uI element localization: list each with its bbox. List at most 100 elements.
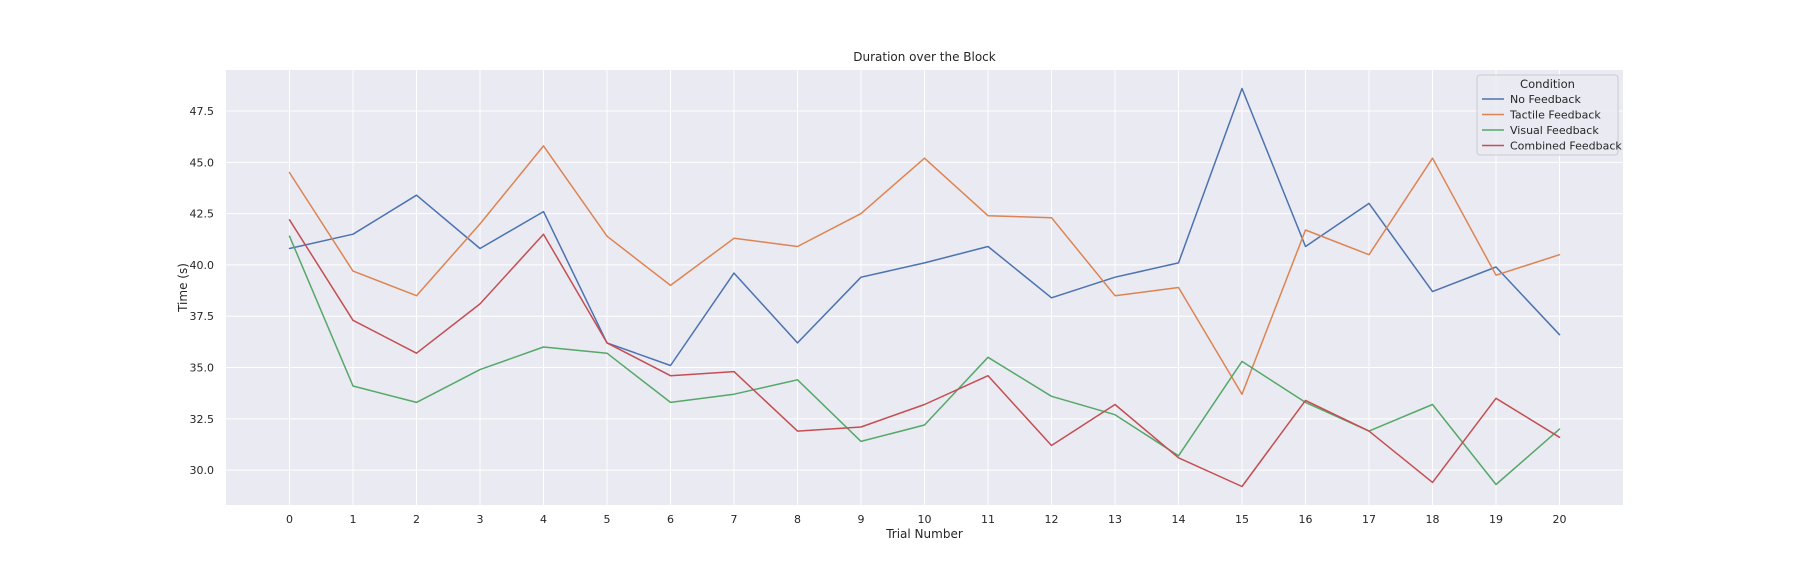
- data-point: [1495, 274, 1497, 276]
- data-point: [1177, 262, 1179, 264]
- data-point: [1558, 436, 1560, 438]
- x-axis-ticks: 0 1 2 3 4 5 6 7 8 9 10 11 12 13 14 15 16 17 18 19 20: [286, 513, 1567, 526]
- data-point: [1241, 393, 1243, 395]
- data-point: [669, 401, 671, 403]
- x-tick-label: 20: [1553, 513, 1567, 526]
- series-group: [288, 87, 1561, 488]
- data-point: [669, 364, 671, 366]
- data-point: [479, 368, 481, 370]
- x-axis-label: Trial Number: [885, 527, 963, 541]
- data-point: [733, 370, 735, 372]
- data-point: [1050, 444, 1052, 446]
- data-point: [1050, 395, 1052, 397]
- data-point: [1304, 229, 1306, 231]
- data-point: [288, 219, 290, 221]
- legend-label: Combined Feedback: [1510, 140, 1622, 153]
- data-point: [1114, 276, 1116, 278]
- series-line-no-feedback: [288, 87, 1561, 367]
- data-point: [1114, 403, 1116, 405]
- legend-item: Tactile Feedback: [1482, 109, 1601, 122]
- y-tick-label: 32.5: [190, 413, 215, 426]
- data-point: [542, 210, 544, 212]
- data-point: [796, 430, 798, 432]
- data-point: [352, 385, 354, 387]
- data-point: [796, 245, 798, 247]
- x-tick-label: 10: [918, 513, 932, 526]
- data-point: [479, 247, 481, 249]
- data-point: [1050, 297, 1052, 299]
- data-point: [923, 424, 925, 426]
- legend-label: Visual Feedback: [1510, 124, 1599, 137]
- data-point: [288, 247, 290, 249]
- x-tick-label: 16: [1299, 513, 1313, 526]
- data-point: [923, 262, 925, 264]
- data-point: [1177, 457, 1179, 459]
- data-point: [860, 276, 862, 278]
- data-point: [669, 375, 671, 377]
- y-tick-label: 40.0: [190, 259, 215, 272]
- y-tick-label: 37.5: [190, 310, 215, 323]
- data-point: [479, 223, 481, 225]
- data-point: [1050, 217, 1052, 219]
- data-point: [1241, 87, 1243, 89]
- data-point: [860, 212, 862, 214]
- x-tick-label: 6: [667, 513, 674, 526]
- data-point: [606, 235, 608, 237]
- data-point: [1431, 290, 1433, 292]
- data-point: [669, 284, 671, 286]
- data-point: [415, 401, 417, 403]
- data-point: [1558, 428, 1560, 430]
- data-point: [352, 270, 354, 272]
- data-point: [606, 342, 608, 344]
- y-tick-label: 47.5: [190, 105, 215, 118]
- data-point: [1431, 481, 1433, 483]
- data-point: [987, 356, 989, 358]
- data-point: [542, 346, 544, 348]
- x-tick-label: 4: [540, 513, 547, 526]
- data-point: [923, 157, 925, 159]
- y-tick-label: 30.0: [190, 464, 215, 477]
- data-point: [1495, 397, 1497, 399]
- data-point: [1495, 266, 1497, 268]
- data-point: [1368, 253, 1370, 255]
- data-point: [1368, 430, 1370, 432]
- y-tick-label: 42.5: [190, 208, 215, 221]
- data-point: [796, 379, 798, 381]
- y-tick-label: 45.0: [190, 156, 215, 169]
- x-tick-label: 18: [1426, 513, 1440, 526]
- y-axis-label: Time (s): [176, 263, 190, 313]
- chart-title: Duration over the Block: [853, 50, 996, 64]
- x-tick-label: 17: [1362, 513, 1376, 526]
- x-tick-label: 19: [1489, 513, 1503, 526]
- data-point: [1241, 360, 1243, 362]
- grid: [226, 70, 1623, 505]
- data-point: [542, 145, 544, 147]
- data-point: [1558, 333, 1560, 335]
- data-point: [733, 237, 735, 239]
- x-tick-label: 5: [604, 513, 611, 526]
- data-point: [542, 233, 544, 235]
- data-point: [1431, 403, 1433, 405]
- data-point: [796, 342, 798, 344]
- data-point: [860, 426, 862, 428]
- data-point: [1558, 253, 1560, 255]
- x-tick-label: 7: [731, 513, 738, 526]
- x-tick-label: 9: [858, 513, 865, 526]
- x-tick-label: 8: [794, 513, 801, 526]
- data-point: [1368, 202, 1370, 204]
- data-point: [987, 214, 989, 216]
- legend-label: No Feedback: [1510, 93, 1581, 106]
- data-point: [923, 403, 925, 405]
- x-tick-label: 2: [413, 513, 420, 526]
- legend-item: No Feedback: [1482, 93, 1581, 106]
- x-tick-label: 1: [350, 513, 357, 526]
- x-tick-label: 0: [286, 513, 293, 526]
- legend: Condition No Feedback Tactile Feedback Vis…: [1476, 74, 1622, 156]
- x-tick-label: 14: [1172, 513, 1186, 526]
- data-point: [1304, 399, 1306, 401]
- data-point: [1177, 286, 1179, 288]
- data-point: [1114, 295, 1116, 297]
- data-point: [415, 295, 417, 297]
- legend-label: Tactile Feedback: [1509, 109, 1601, 122]
- legend-box: [1476, 74, 1619, 156]
